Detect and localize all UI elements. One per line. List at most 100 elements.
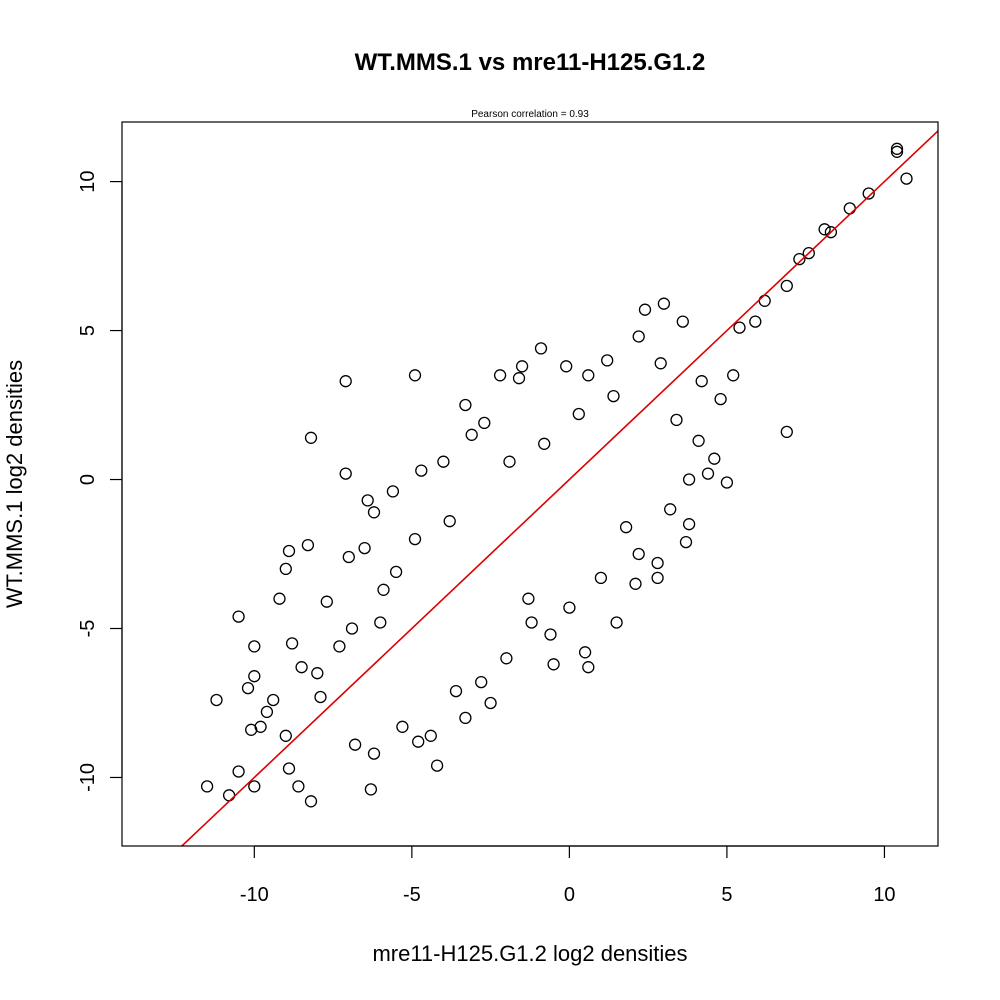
data-point: [248, 640, 261, 653]
data-point: [632, 547, 645, 561]
data-point: [676, 315, 689, 328]
data-point: [563, 601, 576, 614]
data-point: [900, 172, 913, 185]
data-point: [802, 246, 815, 260]
data-point: [503, 455, 516, 468]
data-point: [200, 780, 214, 793]
data-point: [657, 297, 671, 310]
data-point: [345, 622, 359, 635]
data-point: [758, 294, 771, 307]
data-point: [408, 532, 422, 546]
data-point: [780, 425, 793, 439]
data-point: [793, 252, 806, 266]
data-point: [522, 592, 535, 605]
data-point: [818, 223, 831, 236]
data-point: [301, 538, 315, 552]
data-point: [374, 616, 387, 629]
data-point: [610, 616, 623, 629]
data-point: [493, 369, 507, 382]
y-tick-label: 10: [77, 170, 99, 192]
data-point: [342, 550, 355, 564]
data-point: [285, 637, 299, 650]
data-point: [459, 711, 472, 725]
data-point: [572, 407, 585, 421]
y-axis: -10 -5 0 5 10: [77, 170, 123, 792]
data-point: [232, 765, 245, 778]
data-point: [547, 658, 560, 671]
data-point: [415, 464, 428, 477]
data-point: [695, 375, 708, 388]
data-point: [358, 541, 371, 555]
data-point: [692, 434, 705, 447]
data-point: [361, 494, 374, 507]
data-point: [594, 571, 608, 585]
data-point: [210, 693, 223, 707]
data-point: [333, 640, 346, 653]
data-point: [824, 226, 838, 239]
data-point: [632, 330, 645, 343]
data-point: [629, 577, 642, 590]
data-point: [525, 616, 538, 629]
data-point: [890, 145, 904, 158]
data-point: [408, 369, 422, 382]
y-tick-label: -10: [77, 763, 99, 792]
data-point: [241, 681, 255, 695]
data-point: [484, 696, 497, 710]
data-point: [437, 455, 450, 468]
data-point: [339, 467, 352, 480]
plot-frame: [121, 121, 939, 847]
data-point: [475, 675, 488, 689]
data-point: [890, 142, 904, 155]
data-point: [465, 428, 478, 441]
data-point: [720, 476, 734, 489]
chart-subtitle: Pearson correlation = 0.93: [471, 109, 589, 120]
data-point: [512, 372, 526, 385]
data-point: [534, 342, 548, 355]
data-point: [314, 690, 327, 704]
data-point: [304, 795, 318, 808]
y-tick-label: -5: [77, 620, 99, 638]
chart-title: WT.MMS.1 vs mre11-H125.G1.2: [355, 49, 706, 76]
data-point: [560, 360, 573, 373]
data-point: [364, 783, 378, 796]
data-point: [651, 571, 664, 585]
data-point: [582, 661, 595, 674]
data-point: [377, 583, 390, 596]
data-point: [651, 556, 664, 570]
data-point: [578, 646, 592, 659]
data-point: [682, 473, 696, 486]
data-point: [386, 485, 400, 498]
data-point: [279, 729, 292, 742]
data-point: [449, 684, 463, 698]
data-point: [304, 431, 318, 444]
data-point: [601, 354, 614, 367]
data-point: [654, 357, 667, 370]
data-point: [348, 738, 362, 751]
data-point: [780, 279, 793, 293]
data-point: [282, 762, 296, 775]
data-point: [260, 705, 274, 719]
x-tick-label: 0: [564, 884, 575, 906]
data-point: [582, 369, 595, 382]
data-point: [478, 416, 491, 430]
y-tick-label: 0: [77, 474, 99, 485]
data-point: [619, 521, 633, 534]
data-point: [862, 187, 875, 200]
data-point: [638, 303, 652, 316]
x-axis: -10 -5 0 5 10: [240, 845, 896, 906]
y-axis-label: WT.MMS.1 log2 densities: [2, 360, 27, 608]
data-point: [282, 544, 296, 558]
fit-layer: [180, 130, 938, 846]
data-point: [682, 518, 696, 531]
data-point: [254, 720, 267, 733]
data-point: [248, 670, 261, 683]
x-axis-label: mre11-H125.G1.2 log2 densities: [372, 941, 687, 966]
data-point: [267, 693, 280, 707]
data-point: [424, 729, 437, 742]
data-point: [443, 515, 456, 528]
data-point: [670, 413, 683, 427]
data-point: [367, 747, 381, 760]
data-point: [714, 392, 727, 406]
data-point: [292, 780, 305, 793]
data-point: [279, 562, 292, 576]
